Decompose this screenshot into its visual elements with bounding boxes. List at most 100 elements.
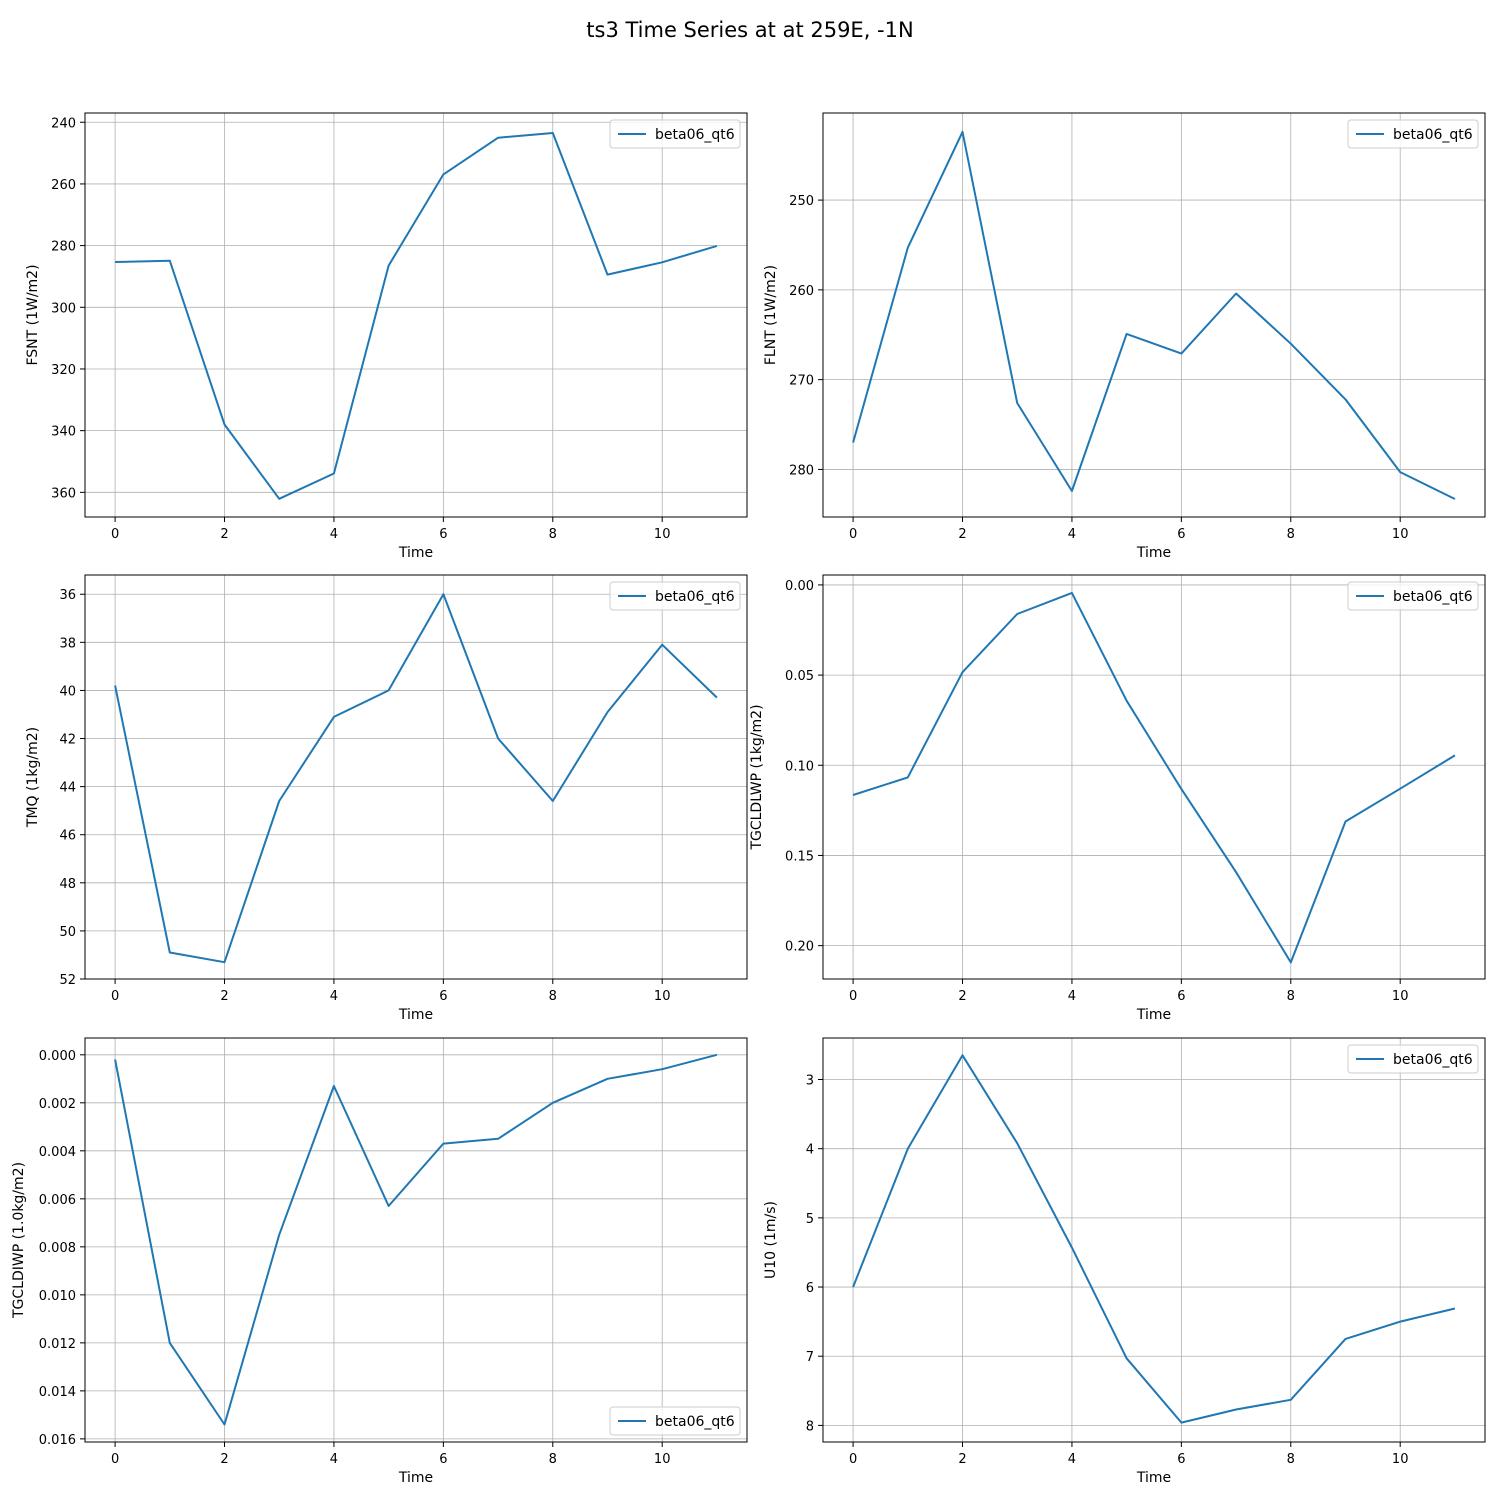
y-tick-label: 360 [51, 486, 76, 501]
x-axis-label: Time [1136, 545, 1171, 561]
legend-box [609, 1406, 741, 1436]
series-line-beta06_qt6 [114, 1053, 718, 1426]
y-tick-label: 260 [789, 284, 814, 299]
y-tick-label: 50 [59, 925, 76, 940]
series-line-beta06_qt6 [114, 593, 718, 964]
y-tick-label: 5 [806, 1212, 814, 1227]
series-line-beta06_qt6 [852, 130, 1456, 500]
x-tick-label: 0 [849, 1452, 857, 1467]
x-tick-label: 0 [849, 527, 857, 542]
x-tick-label: 6 [1177, 989, 1185, 1004]
x-axis-label: Time [1136, 1007, 1171, 1023]
y-tick-label: 44 [59, 781, 76, 796]
series-line-beta06_qt6 [852, 1054, 1456, 1424]
y-axis-label: TMQ (1kg/m2) [25, 727, 41, 828]
subplot-2: 0 2 4 6 8 10 250 260 270 280 Time FLNT (1W/m2) beta0… [763, 112, 1486, 561]
y-tick-label: 4 [806, 1143, 814, 1158]
axes-frame [822, 1037, 1486, 1443]
legend-label: beta06_qt6 [1393, 1052, 1473, 1068]
subplot-5: 0 2 4 6 8 10 0.000 0.002 0.004 0.006 0.008 0.010 0.0… [11, 1037, 748, 1486]
y-tick-label: 240 [51, 116, 76, 131]
y-tick-label: 42 [59, 733, 76, 748]
y-tick-label: 0.006 [39, 1193, 76, 1208]
x-tick-label: 2 [220, 1452, 228, 1467]
x-tick-label: 10 [654, 989, 671, 1004]
y-tick-label: 0.012 [39, 1337, 76, 1352]
subplot-6: 0 2 4 6 8 10 3 4 5 6 7 8 Time U10 (1m/s) beta06_qt6 [763, 1037, 1486, 1486]
y-tick-label: 0.004 [39, 1145, 76, 1160]
x-tick-label: 4 [1068, 989, 1076, 1004]
x-tick-label: 4 [330, 989, 338, 1004]
x-tick-label: 8 [1287, 989, 1295, 1004]
y-tick-label: 0.010 [39, 1289, 76, 1304]
y-axis-label: TGCLDIWP (1.0kg/m2) [11, 1162, 27, 1319]
legend-box [609, 581, 741, 611]
axes-frame [822, 574, 1486, 980]
subplot-1: 0 2 4 6 8 10 240 260 280 300 320 340 360 Time FSNT (1W… [25, 112, 748, 561]
x-tick-label: 0 [111, 1452, 119, 1467]
legend-label: beta06_qt6 [1393, 127, 1473, 143]
y-tick-label: 280 [789, 463, 814, 478]
series-line-beta06_qt6 [852, 591, 1456, 964]
y-tick-label: 0.002 [39, 1097, 76, 1112]
y-tick-label: 7 [806, 1350, 814, 1365]
y-tick-label: 250 [789, 194, 814, 209]
legend[interactable]: beta06_qt6 [609, 581, 741, 611]
legend[interactable]: beta06_qt6 [609, 119, 741, 149]
legend-label: beta06_qt6 [1393, 589, 1473, 605]
y-tick-label: 0.15 [785, 849, 814, 864]
y-tick-label: 0.20 [785, 940, 814, 955]
legend[interactable]: beta06_qt6 [1347, 581, 1479, 611]
x-axis-label: Time [1136, 1470, 1171, 1486]
y-tick-label: 260 [51, 178, 76, 193]
x-tick-label: 0 [111, 989, 119, 1004]
x-axis-label: Time [398, 1007, 433, 1023]
y-tick-label: 280 [51, 240, 76, 255]
y-axis-label: TGCLDLWP (1kg/m2) [749, 704, 765, 850]
y-tick-label: 40 [59, 684, 76, 699]
x-tick-label: 2 [220, 527, 228, 542]
y-tick-label: 48 [59, 877, 76, 892]
x-tick-label: 4 [1068, 527, 1076, 542]
x-tick-label: 2 [958, 1452, 966, 1467]
x-tick-label: 10 [654, 527, 671, 542]
x-tick-label: 6 [439, 1452, 447, 1467]
x-tick-label: 0 [111, 527, 119, 542]
legend-label: beta06_qt6 [655, 589, 735, 605]
axes-frame [84, 1037, 748, 1443]
y-tick-label: 0.016 [39, 1433, 76, 1448]
legend-box [609, 119, 741, 149]
y-tick-label: 52 [59, 973, 76, 988]
x-tick-label: 6 [1177, 527, 1185, 542]
x-tick-label: 10 [1392, 1452, 1409, 1467]
x-tick-label: 0 [849, 989, 857, 1004]
legend[interactable]: beta06_qt6 [1347, 119, 1479, 149]
y-tick-label: 270 [789, 374, 814, 389]
legend-label: beta06_qt6 [655, 1414, 735, 1430]
axes-frame [84, 112, 748, 518]
x-axis-label: Time [398, 1470, 433, 1486]
y-tick-label: 6 [806, 1281, 814, 1296]
y-tick-label: 36 [59, 588, 76, 603]
x-tick-label: 4 [330, 1452, 338, 1467]
x-tick-label: 10 [1392, 989, 1409, 1004]
y-tick-label: 3 [806, 1074, 814, 1089]
x-tick-label: 6 [439, 527, 447, 542]
legend[interactable]: beta06_qt6 [1347, 1044, 1479, 1074]
figure-title: ts3 Time Series at at 259E, -1N [586, 18, 913, 42]
y-tick-label: 0.000 [39, 1049, 76, 1064]
legend-label: beta06_qt6 [655, 127, 735, 143]
x-tick-label: 8 [549, 1452, 557, 1467]
legend[interactable]: beta06_qt6 [609, 1406, 741, 1436]
y-tick-label: 46 [59, 829, 76, 844]
x-tick-label: 2 [220, 989, 228, 1004]
y-tick-label: 0.10 [785, 759, 814, 774]
y-tick-label: 320 [51, 363, 76, 378]
y-tick-label: 0.00 [785, 579, 814, 594]
x-tick-label: 8 [549, 527, 557, 542]
y-tick-label: 0.014 [39, 1385, 76, 1400]
x-tick-label: 10 [654, 1452, 671, 1467]
